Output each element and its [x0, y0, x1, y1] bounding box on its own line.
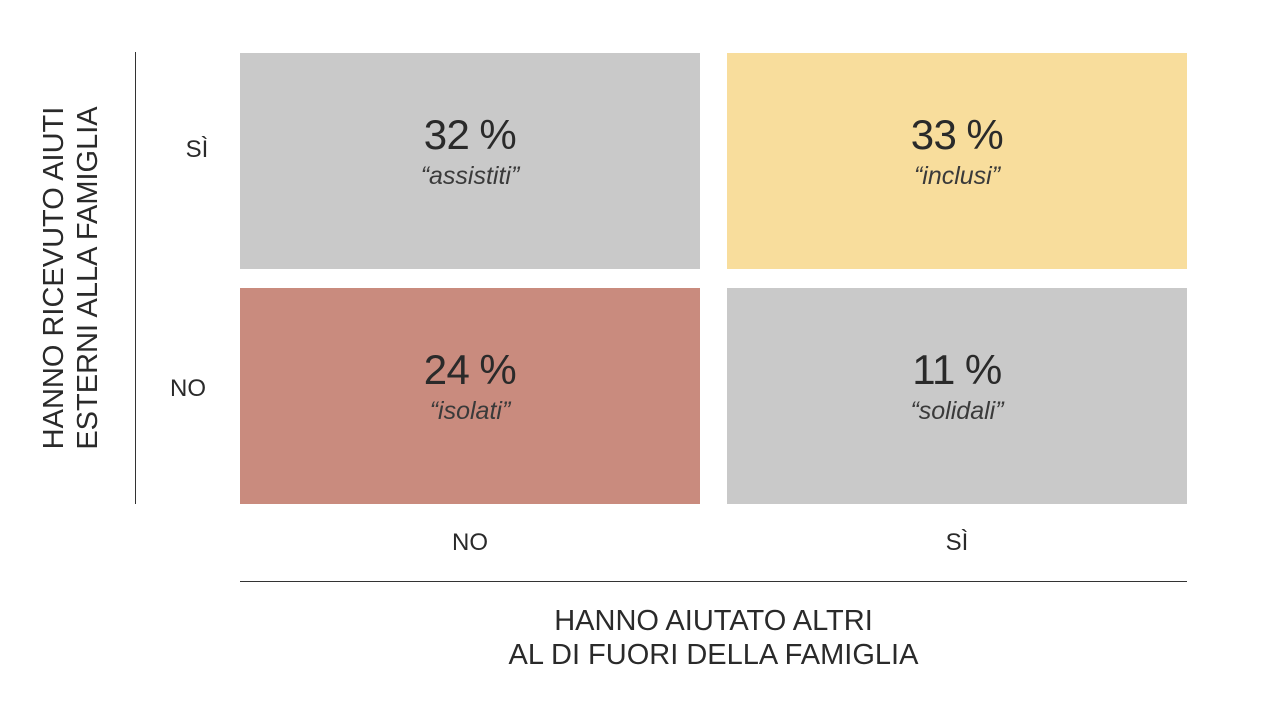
- x-axis-title-line-2: AL DI FUORI DELLA FAMIGLIA: [508, 639, 919, 671]
- cell-unit: %: [966, 111, 1004, 158]
- y-axis-title-line-2: ESTERNI ALLA FAMIGLIA: [72, 106, 104, 450]
- cell-isolati: 24% “isolati”: [240, 288, 700, 504]
- cell-assistiti: 32% “assistiti”: [240, 53, 700, 269]
- column-label-no: NO: [452, 529, 488, 556]
- cell-solidali: 11% “solidali”: [727, 288, 1187, 504]
- cell-unit: %: [479, 346, 517, 393]
- x-axis-title: HANNO AIUTATO ALTRI AL DI FUORI DELLA FA…: [240, 604, 1187, 672]
- cell-number: 24: [423, 346, 470, 393]
- cell-label: “assistiti”: [420, 162, 520, 190]
- row-label-si: SÌ: [185, 136, 209, 163]
- cell-label: “isolati”: [429, 397, 511, 425]
- y-axis-title: HANNO RICEVUTO AIUTI ESTERNI ALLA FAMIGL…: [37, 48, 107, 508]
- cell-value: 24%: [240, 346, 700, 394]
- row-label-no: NO: [170, 375, 206, 402]
- cell-value: 11%: [727, 346, 1187, 394]
- cell-unit: %: [964, 346, 1002, 393]
- cell-value: 33%: [727, 111, 1187, 159]
- cell-value: 32%: [240, 111, 700, 159]
- x-axis-title-line-1: HANNO AIUTATO ALTRI: [554, 605, 873, 637]
- cell-label: “solidali”: [910, 397, 1004, 425]
- cell-inclusi: 33% “inclusi”: [727, 53, 1187, 269]
- y-axis-line: [135, 52, 136, 504]
- column-label-si: SÌ: [945, 529, 969, 556]
- y-axis-title-line-1: HANNO RICEVUTO AIUTI: [38, 106, 70, 450]
- cell-number: 32: [423, 111, 470, 158]
- x-axis-line: [240, 581, 1187, 582]
- cell-unit: %: [479, 111, 517, 158]
- cell-label: “inclusi”: [913, 162, 1001, 190]
- cell-number: 11: [912, 346, 955, 393]
- cell-number: 33: [910, 111, 957, 158]
